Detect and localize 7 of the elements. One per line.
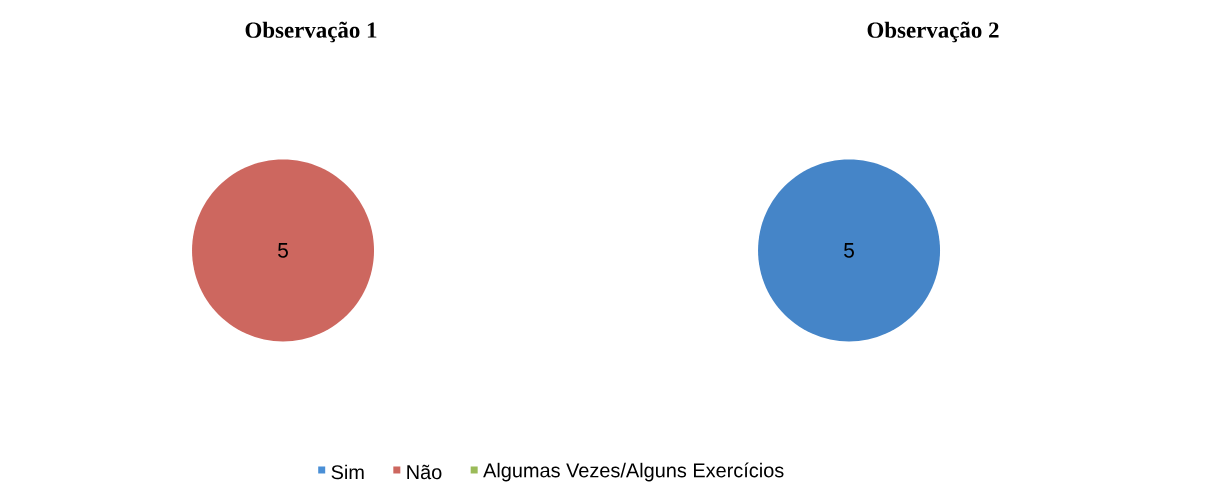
- data-label: 5: [278, 243, 288, 258]
- legend-label: Não: [407, 464, 442, 480]
- data-label: 5: [844, 243, 854, 258]
- legend-label: Algumas Vezes/Alguns Exercícios: [483, 462, 784, 482]
- chart-title: Observação 1: [245, 21, 377, 43]
- legend-label: Sim: [331, 464, 364, 480]
- chart-title: Observação 2: [867, 21, 999, 43]
